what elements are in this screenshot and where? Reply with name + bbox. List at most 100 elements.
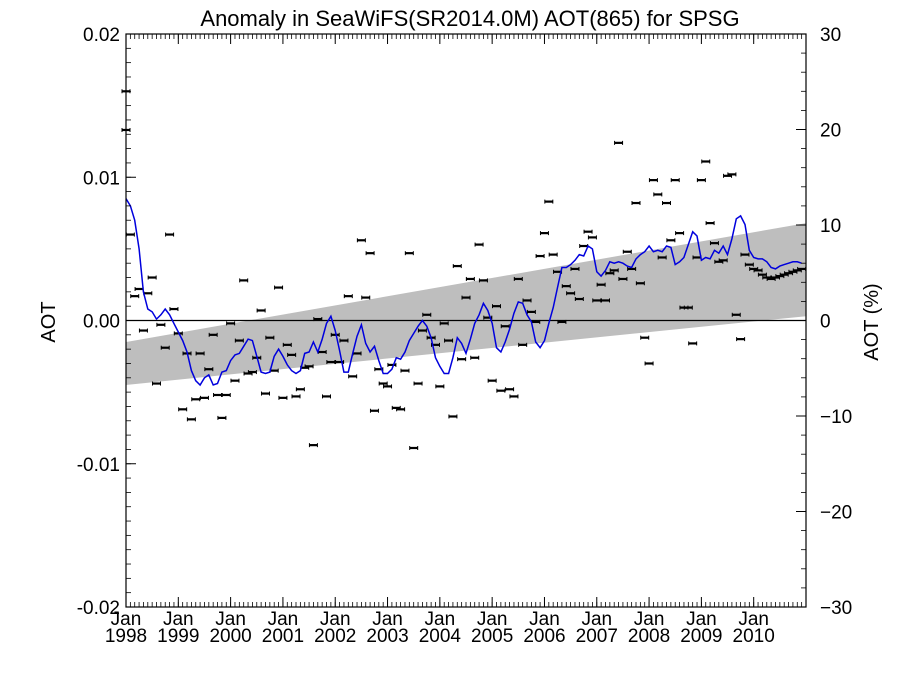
data-point [513, 276, 523, 281]
data-point [304, 364, 314, 369]
data-point [191, 397, 201, 402]
data-point [130, 294, 140, 299]
y2-tick-label: 30 [820, 25, 841, 46]
x-tick-month: Jan [738, 609, 769, 630]
data-point [461, 295, 471, 300]
data-point [627, 266, 637, 271]
data-point [143, 291, 153, 296]
data-point [195, 351, 205, 356]
data-point [618, 276, 628, 281]
data-point [361, 295, 371, 300]
y-tick-label: 0.00 [83, 312, 120, 333]
data-point [160, 345, 170, 350]
data-point [282, 342, 292, 347]
data-point [631, 201, 641, 206]
y2-axis-label: AOT (%) [861, 283, 883, 360]
y-axis-label: AOT [38, 301, 60, 342]
data-point [343, 294, 353, 299]
data-point [657, 255, 667, 260]
x-tick-year: 2010 [733, 626, 775, 647]
data-point [417, 328, 427, 333]
data-point [474, 242, 484, 247]
x-tick-month: Jan [686, 609, 717, 630]
y2-tick-label: 10 [820, 216, 841, 237]
data-point [535, 254, 545, 259]
smoothed-series-path [125, 198, 802, 387]
data-point [247, 370, 257, 375]
data-point [718, 258, 728, 263]
x-tick-year: 2006 [523, 626, 565, 647]
x-tick-year: 2004 [419, 626, 462, 647]
data-point [348, 374, 358, 379]
x-tick-year: 2008 [628, 626, 670, 647]
data-point [452, 264, 462, 269]
data-point [199, 395, 209, 400]
y2-tick-label: 0 [820, 312, 831, 333]
x-tick-year: 2007 [576, 626, 618, 647]
data-point [365, 251, 375, 256]
data-point [509, 394, 519, 399]
data-point [444, 338, 454, 343]
x-tick-month: Jan [320, 609, 351, 630]
data-point [413, 381, 423, 386]
data-point [147, 275, 157, 280]
x-tick-month: Jan [477, 609, 508, 630]
data-point [622, 249, 632, 254]
data-point [587, 235, 597, 240]
data-point [208, 332, 218, 337]
data-point [308, 443, 318, 448]
data-point [653, 192, 663, 197]
trend-band-polygon [126, 223, 806, 385]
data-point [522, 298, 532, 303]
trend-confidence-band [126, 223, 806, 385]
data-point [644, 361, 654, 366]
data-point [605, 271, 615, 276]
data-point [169, 307, 179, 312]
x-tick-year: 2009 [680, 626, 722, 647]
data-point [583, 229, 593, 234]
y2-tick-label: −30 [820, 598, 852, 619]
data-point [496, 388, 506, 393]
data-point [330, 332, 340, 337]
data-point [744, 262, 754, 267]
data-point [579, 244, 589, 249]
data-point [439, 321, 449, 326]
y2-tick-label: −20 [820, 503, 852, 524]
data-point [600, 298, 610, 303]
data-point [339, 338, 349, 343]
data-point [356, 238, 366, 243]
data-point [470, 355, 480, 360]
data-point [239, 278, 249, 283]
data-point [736, 337, 746, 342]
x-tick-year: 2003 [366, 626, 408, 647]
data-point [152, 381, 162, 386]
data-point [592, 298, 602, 303]
chart-title: Anomaly in SeaWiFS(SR2014.0M) AOT(865) f… [200, 6, 739, 31]
data-point [156, 322, 166, 327]
data-point [566, 291, 576, 296]
data-point [539, 231, 549, 236]
x-tick-year: 2005 [471, 626, 513, 647]
data-point [609, 268, 619, 273]
data-point [731, 312, 741, 317]
data-point [226, 321, 236, 326]
data-point [705, 221, 715, 226]
x-tick-month: Jan [529, 609, 560, 630]
data-point [614, 140, 624, 145]
y-tick-label: -0.02 [77, 598, 120, 619]
x-tick-month: Jan [111, 609, 142, 630]
data-point [204, 367, 214, 372]
data-point [492, 304, 502, 309]
data-point [500, 324, 510, 329]
data-point [740, 252, 750, 257]
data-point [505, 387, 515, 392]
data-point [635, 281, 645, 286]
data-point [369, 408, 379, 413]
data-point [648, 178, 658, 183]
data-point [487, 378, 497, 383]
data-point [701, 159, 711, 164]
data-point [234, 338, 244, 343]
data-point [557, 319, 567, 324]
x-tick-month: Jan [215, 609, 246, 630]
